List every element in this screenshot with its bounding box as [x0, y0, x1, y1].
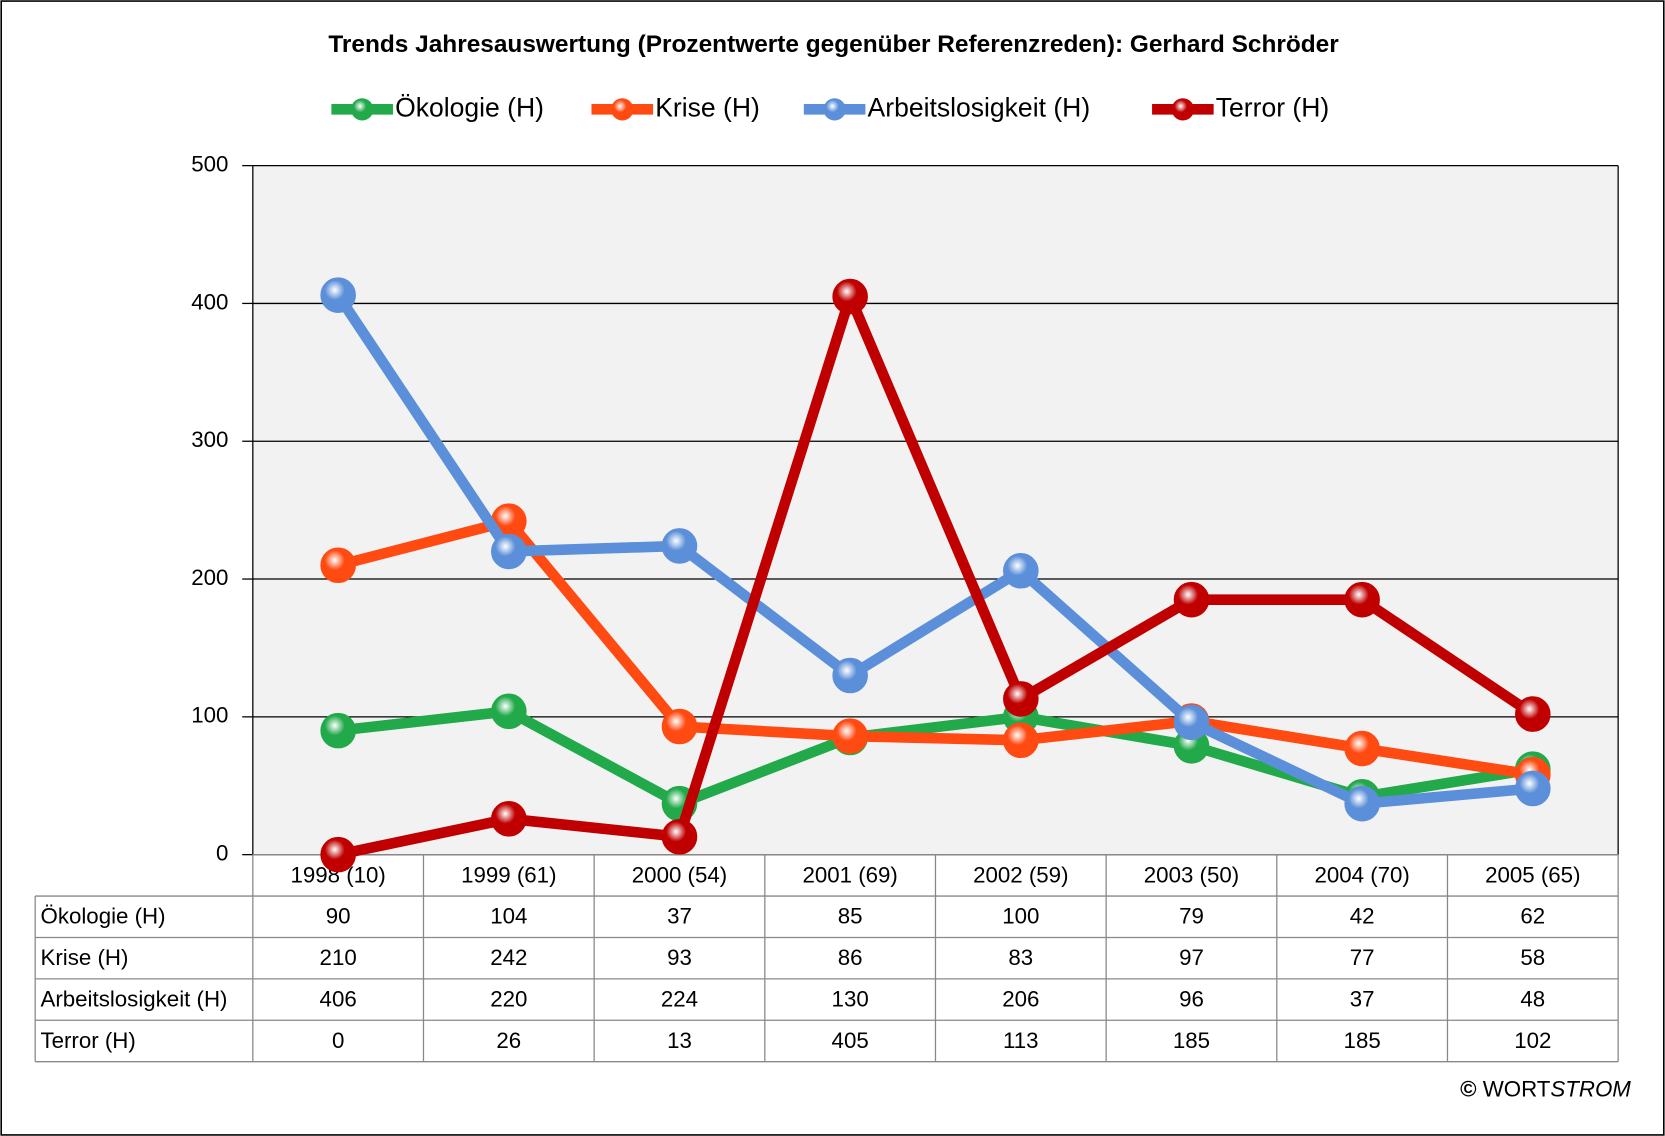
- table-cell: 79: [1179, 904, 1204, 929]
- point: [1003, 552, 1039, 589]
- point: [661, 708, 698, 745]
- y-tick-label: 100: [191, 703, 228, 728]
- table-cell: 77: [1350, 945, 1375, 970]
- table-cell: 97: [1179, 945, 1204, 970]
- point: [1515, 696, 1551, 732]
- point: [661, 818, 698, 855]
- legend-marker: [1171, 98, 1195, 121]
- point: [832, 278, 868, 315]
- table-cell: 86: [838, 945, 863, 970]
- table-cell: 220: [490, 987, 527, 1012]
- x-tick-label: 2001 (69): [802, 862, 897, 887]
- table-cell: 37: [1350, 987, 1375, 1012]
- table-cell: 185: [1344, 1028, 1381, 1053]
- point: [320, 277, 356, 313]
- table-cell: 96: [1179, 987, 1204, 1012]
- credit-text: WORT: [1483, 1076, 1551, 1101]
- table-row-label: Ökologie (H): [40, 904, 165, 929]
- chart-title: Trends Jahresauswertung (Prozentwerte ge…: [328, 31, 1339, 58]
- x-tick-label: 2002 (59): [973, 862, 1068, 887]
- y-tick-label: 300: [191, 427, 228, 452]
- legend-label: Arbeitslosigkeit (H): [868, 92, 1091, 122]
- table-cell: 242: [490, 945, 527, 970]
- point: [1344, 581, 1380, 618]
- point: [1173, 581, 1210, 618]
- table-cell: 406: [320, 987, 357, 1012]
- table-cell: 130: [832, 987, 869, 1012]
- table-cell: 83: [1008, 945, 1033, 970]
- point: [832, 718, 868, 754]
- table-cell: 104: [490, 904, 527, 929]
- table-cell: 113: [1003, 1028, 1039, 1053]
- x-tick-label: 2004 (70): [1314, 862, 1409, 887]
- legend-label: Krise (H): [655, 92, 760, 122]
- table-cell: 405: [832, 1028, 869, 1053]
- x-tick-label: 1999 (61): [461, 862, 556, 887]
- table-cell: 85: [838, 904, 863, 929]
- point: [1515, 770, 1551, 807]
- credit-text: STROM: [1550, 1076, 1631, 1101]
- y-tick-label: 200: [191, 565, 228, 590]
- table-row-label: Terror (H): [40, 1028, 135, 1053]
- table-cell: 210: [320, 945, 357, 970]
- table-cell: 93: [667, 945, 692, 970]
- point: [320, 712, 356, 749]
- credit-symbol: ©: [1460, 1076, 1477, 1101]
- table-cell: 37: [667, 904, 692, 929]
- table-cell: 0: [332, 1028, 344, 1053]
- point: [1344, 730, 1380, 767]
- y-tick-label: 0: [216, 841, 228, 866]
- series-line: [337, 291, 1536, 860]
- table-cell: 185: [1173, 1028, 1210, 1053]
- point: [661, 528, 698, 564]
- point: [320, 547, 356, 584]
- legend-label: Terror (H): [1216, 92, 1329, 122]
- x-tick-label: 2005 (65): [1485, 862, 1580, 887]
- point: [1344, 785, 1380, 822]
- table-cell: 13: [667, 1028, 692, 1053]
- point: [832, 657, 868, 694]
- table-cell: 48: [1520, 987, 1545, 1012]
- table-cell: 90: [326, 904, 351, 929]
- legend-label: Ökologie (H): [395, 92, 544, 122]
- series-line: [333, 292, 1534, 809]
- table-cell: 100: [1002, 904, 1039, 929]
- point: [491, 693, 527, 730]
- table-cell: 206: [1002, 987, 1039, 1012]
- point: [491, 801, 527, 837]
- table-cell: 42: [1350, 904, 1375, 929]
- table-row-label: Krise (H): [40, 945, 128, 970]
- point: [1003, 681, 1039, 717]
- point: [1173, 704, 1210, 741]
- table-row-label: Arbeitslosigkeit (H): [40, 987, 227, 1012]
- y-tick-label: 400: [191, 289, 228, 314]
- legend-marker: [611, 98, 634, 121]
- credit: © WORTSTROM: [1460, 1076, 1631, 1101]
- legend-marker: [351, 98, 374, 121]
- point: [320, 836, 356, 873]
- table-cell: 58: [1520, 945, 1545, 970]
- x-tick-label: 2000 (54): [632, 862, 727, 887]
- legend-marker: [823, 98, 846, 121]
- point: [491, 533, 527, 570]
- point: [1003, 722, 1039, 759]
- x-tick-label: 2003 (50): [1144, 862, 1239, 887]
- table-cell: 102: [1514, 1028, 1551, 1053]
- table-cell: 62: [1520, 904, 1545, 929]
- table-cell: 224: [661, 987, 698, 1012]
- table-cell: 26: [496, 1028, 521, 1053]
- y-tick-label: 500: [191, 152, 228, 177]
